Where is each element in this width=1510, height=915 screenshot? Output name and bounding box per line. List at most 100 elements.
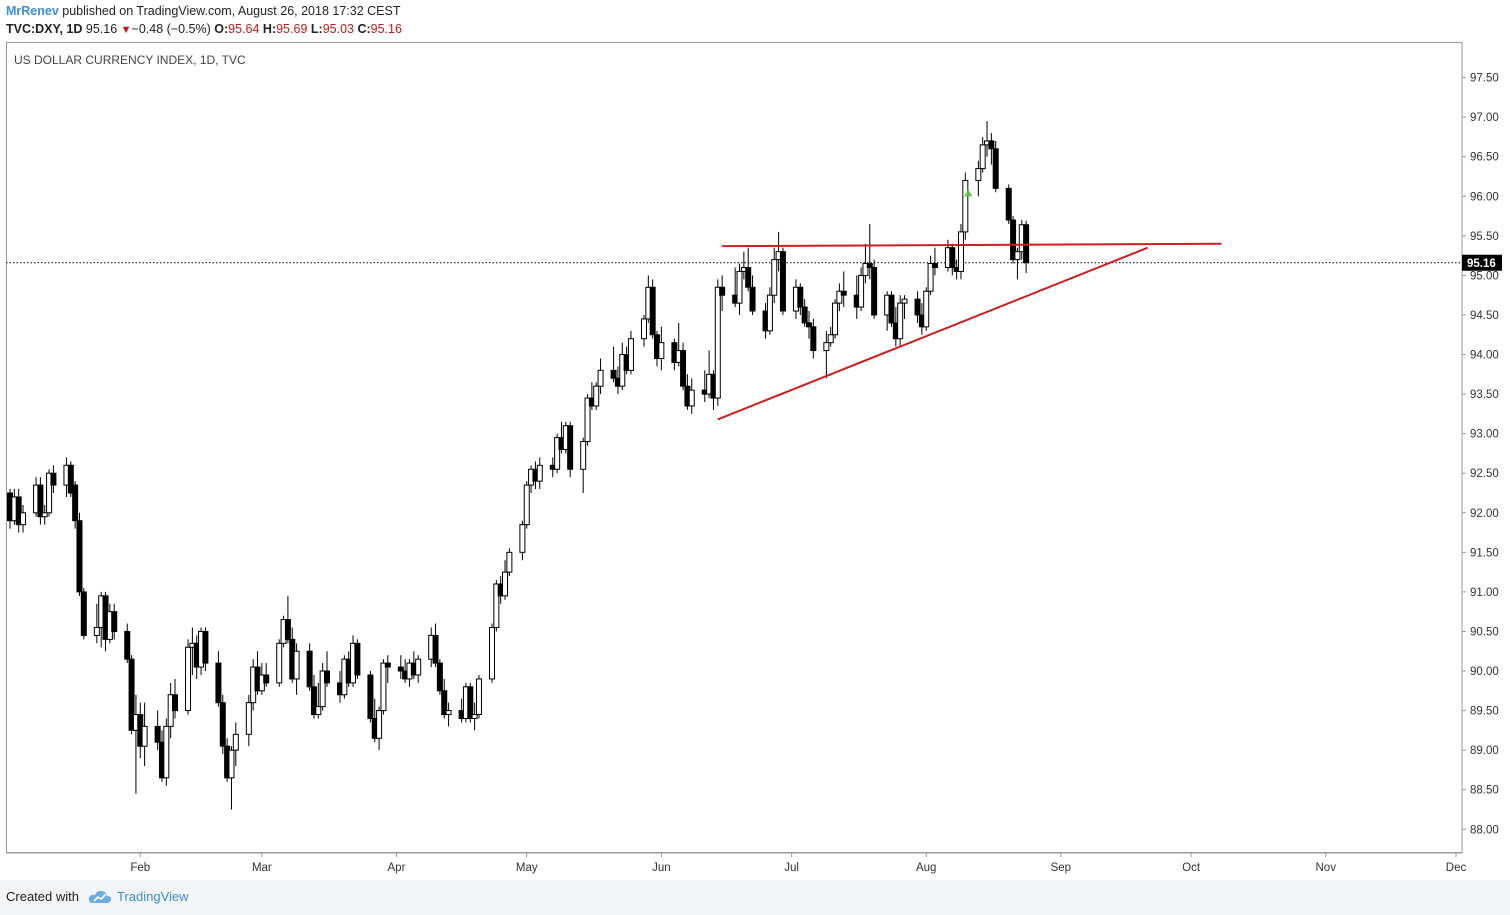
header-line-1: MrRenev published on TradingView.com, Au… (6, 4, 400, 18)
candle-down (888, 294, 895, 324)
candle-down (992, 148, 999, 189)
candle-down (76, 520, 83, 593)
time-tick-label: Apr (388, 862, 406, 874)
open-label: O: (214, 22, 229, 36)
candle-down (15, 496, 22, 526)
candle-up (627, 338, 634, 371)
time-tick-label: Mar (252, 862, 272, 874)
price-tick-label: 94.00 (1470, 350, 1499, 362)
candle-down (866, 263, 873, 268)
candle-up (736, 270, 743, 304)
candle-up (593, 385, 600, 407)
symbol-label: TVC:DXY, 1D (6, 22, 83, 36)
candle-down (284, 619, 291, 640)
author-link[interactable]: MrRenev (6, 4, 59, 18)
price-tick-label: 91.50 (1470, 547, 1499, 559)
candle-down (749, 286, 756, 312)
candle-up (185, 646, 192, 712)
candle-down (436, 662, 443, 692)
candle-down (840, 290, 847, 296)
candle-down (467, 686, 474, 719)
candle-down (949, 247, 956, 268)
candle-up (584, 397, 591, 443)
signal-triangle-icon (964, 189, 973, 197)
candle-up (975, 168, 982, 181)
price-tick-label: 90.00 (1470, 666, 1499, 678)
candle-up (640, 318, 647, 340)
candle-down (128, 658, 135, 731)
high-value: 95.69 (276, 22, 308, 36)
last-price-tag-bg (1462, 254, 1502, 271)
candle-down (719, 286, 726, 296)
candle-up (376, 710, 383, 739)
footer: Created with TradingView (0, 880, 1510, 915)
candle-up (489, 627, 495, 680)
candle-up (475, 678, 482, 716)
candle-down (432, 634, 439, 664)
last-price-tag-label: 95.16 (1467, 258, 1496, 270)
candle-down (871, 266, 878, 316)
candle-down (610, 369, 617, 379)
price-tick-label: 92.50 (1470, 468, 1499, 480)
candle-up (46, 472, 53, 514)
price-tick-label: 94.50 (1470, 310, 1499, 322)
close-label: C: (357, 22, 371, 36)
candle-down (797, 286, 804, 308)
tradingview-link[interactable]: TradingView (117, 889, 189, 904)
candle-down (202, 630, 209, 664)
chart-title: US DOLLAR CURRENCY INDEX, 1D, TVC (14, 53, 246, 67)
price-tick-label: 96.50 (1470, 152, 1499, 164)
candle-up (554, 437, 561, 470)
price-tick-label: 95.50 (1470, 231, 1499, 243)
price-tick-label: 91.00 (1470, 587, 1499, 599)
price-tick-label: 93.50 (1470, 389, 1499, 401)
created-with-text: Created with (6, 889, 79, 904)
price-tick-label: 95.00 (1470, 270, 1499, 282)
candle-up (962, 179, 969, 233)
time-tick-label: Aug (916, 862, 936, 874)
price-tick-label: 97.50 (1470, 73, 1499, 85)
candle-up (979, 144, 986, 170)
time-tick-label: Sep (1051, 862, 1071, 874)
candle-up (597, 369, 604, 387)
candle-up (523, 484, 530, 526)
price-tick-label: 90.50 (1470, 626, 1499, 638)
candle-down (323, 670, 330, 684)
candle-up (771, 259, 778, 296)
candle-up (493, 583, 500, 629)
candle-down (441, 690, 448, 716)
candle-down (219, 702, 226, 747)
candle-down (37, 484, 44, 518)
candle-down (80, 591, 87, 636)
candle-up (688, 389, 695, 407)
candle-up (858, 274, 865, 308)
candle-down (779, 251, 786, 312)
candle-up (827, 334, 834, 344)
price-tick-label: 96.00 (1470, 191, 1499, 203)
candle-up (506, 551, 513, 573)
candle-down (354, 642, 361, 676)
candle-up (927, 263, 934, 292)
candle-down (805, 322, 812, 328)
price-tick-label: 92.00 (1470, 508, 1499, 520)
price-tick-label: 88.50 (1470, 785, 1499, 797)
tradingview-cloud-icon (88, 890, 112, 903)
time-tick-label: Nov (1316, 862, 1337, 874)
price-tick-label: 89.50 (1470, 706, 1499, 718)
open-value: 95.64 (228, 22, 260, 36)
down-arrow-icon: ▼ (120, 24, 132, 36)
price-chart[interactable]: 97.50 97.00 96.50 96.00 95.50 95.00 94.50 94.00… (0, 0, 1510, 880)
time-tick-label: May (516, 862, 538, 874)
header-line-2: TVC:DXY, 1D 95.16 ▼−0.48 (−0.5%) O:95.64… (6, 22, 402, 36)
candle-up (836, 290, 843, 304)
candle-down (649, 286, 656, 336)
candle-up (897, 302, 904, 340)
candle-up (923, 290, 930, 328)
candle-up (163, 725, 170, 779)
candle-up (276, 642, 283, 684)
candle-down (1010, 219, 1017, 261)
candle-down (215, 662, 222, 704)
time-tick-label: Jul (784, 862, 799, 874)
price-change: −0.48 (−0.5%) (131, 22, 211, 36)
candle-down (124, 630, 131, 660)
